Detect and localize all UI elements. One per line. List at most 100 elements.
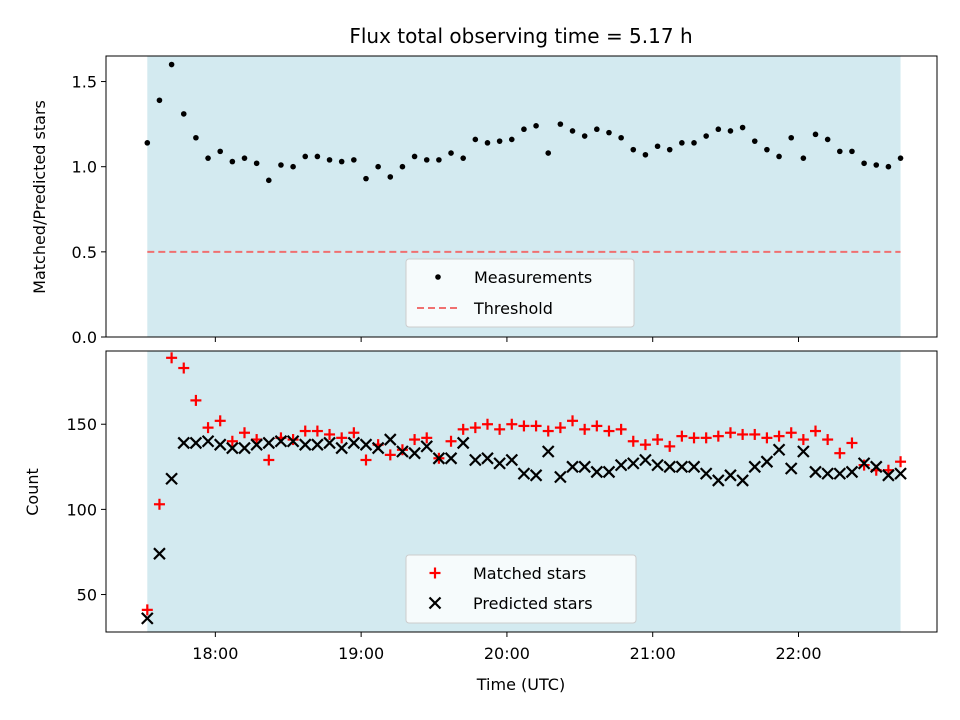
count-y-axis-label: Count — [23, 468, 42, 516]
measurement-point — [521, 126, 527, 133]
count-plot-frame — [105, 350, 938, 633]
measurement-point — [606, 129, 612, 136]
predicted-star-point — [712, 474, 725, 487]
measurement-point — [776, 153, 782, 160]
x-tick-label: 19:00 — [338, 644, 384, 663]
matched-star-point — [506, 418, 518, 430]
measurement-point — [764, 146, 770, 153]
measurement-point — [436, 157, 442, 163]
matched-star-point — [627, 435, 639, 447]
predicted-star-point — [505, 453, 519, 467]
measurement-point — [557, 121, 564, 127]
predicted-star-point — [626, 457, 640, 470]
matched-star-point — [166, 352, 178, 364]
predicted-star-point — [177, 436, 191, 450]
measurement-point — [569, 128, 576, 134]
matched-star-point — [348, 427, 360, 439]
matched-star-point — [542, 425, 554, 437]
matched-star-point — [445, 435, 457, 447]
matched-star-point — [603, 425, 615, 437]
matched-star-point — [846, 437, 858, 449]
predicted-star-point — [371, 441, 385, 455]
matched-star-point — [494, 423, 506, 435]
matched-star-point — [797, 434, 809, 446]
predicted-star-point — [894, 467, 907, 480]
measurement-point — [727, 128, 734, 134]
measurement-point — [618, 134, 624, 141]
predicted-star-point — [396, 445, 409, 458]
measurement-point — [642, 151, 649, 158]
measurement-point — [144, 140, 151, 146]
legend-measurements-label: Measurements — [474, 268, 592, 287]
predicted-star-point — [238, 441, 251, 455]
predicted-star-point — [590, 465, 604, 479]
measurement-point — [387, 174, 394, 180]
matched-star-point — [226, 435, 238, 447]
matched-star-point — [858, 459, 870, 471]
measurement-point — [581, 133, 588, 139]
predicted-star-point — [651, 458, 664, 472]
predicted-star-point — [736, 474, 749, 487]
predicted-star-point — [833, 467, 847, 480]
x-axis-label: Time (UTC) — [476, 675, 565, 694]
matched-star-point — [834, 447, 846, 459]
ratio-y-tick-label: 1.0 — [72, 158, 97, 177]
predicted-star-point — [614, 458, 628, 472]
matched-star-point — [518, 420, 530, 432]
measurement-point — [703, 133, 709, 139]
legend-measurements-marker — [435, 274, 441, 280]
matched-star-point — [190, 394, 202, 406]
count-panel: 50 100 150 18:00 19:00 20:00 21:00 22:00 Count… — [23, 350, 938, 694]
matched-star-point — [384, 449, 396, 461]
predicted-star-point — [444, 452, 458, 465]
predicted-star-point — [772, 443, 786, 457]
measurement-point — [448, 150, 454, 156]
measurement-point — [630, 146, 637, 153]
x-tick-label: 18:00 — [192, 644, 238, 663]
measurement-point — [314, 153, 321, 160]
matched-star-point — [214, 415, 226, 427]
count-legend-box — [405, 554, 637, 624]
predicted-star-point — [456, 436, 470, 450]
matched-star-point — [153, 498, 165, 510]
predicted-star-point — [748, 460, 762, 474]
matched-star-point — [712, 430, 724, 442]
matched-star-point — [239, 427, 250, 439]
measurement-point — [326, 157, 333, 163]
predicted-star-point — [517, 467, 531, 480]
matched-star-point — [530, 420, 542, 432]
measurement-point — [508, 136, 515, 143]
matched-star-point — [688, 432, 700, 444]
measurement-point — [484, 140, 491, 146]
matched-star-point — [469, 422, 481, 434]
x-tick-label: 20:00 — [484, 644, 530, 663]
matched-star-point — [311, 425, 323, 437]
measurements-series — [144, 61, 904, 184]
measurement-point — [180, 111, 187, 117]
measurement-point — [253, 160, 260, 167]
count-series — [141, 352, 907, 625]
ratio-legend-box — [405, 258, 635, 328]
predicted-star-point — [760, 455, 774, 468]
predicted-star-point — [724, 469, 737, 482]
matched-star-point — [141, 604, 153, 616]
matched-star-point — [567, 415, 579, 427]
matched-star-point — [773, 430, 785, 442]
matched-star-point — [324, 428, 336, 440]
legend-predicted-marker — [428, 596, 442, 610]
predicted-star-point — [554, 470, 567, 484]
measurement-point — [533, 123, 539, 129]
matched-star-point — [287, 434, 299, 446]
predicted-star-point — [250, 438, 263, 451]
matched-star-point — [579, 423, 591, 435]
measurement-point — [800, 155, 807, 161]
matched-star-point — [785, 427, 797, 439]
matched-star-point — [202, 422, 214, 434]
matched-star-point — [810, 425, 822, 437]
predicted-star-point — [384, 433, 397, 446]
predicted-star-point — [809, 465, 822, 479]
matched-star-point — [895, 456, 907, 468]
measurement-point — [168, 61, 175, 68]
measurement-point — [302, 153, 309, 160]
